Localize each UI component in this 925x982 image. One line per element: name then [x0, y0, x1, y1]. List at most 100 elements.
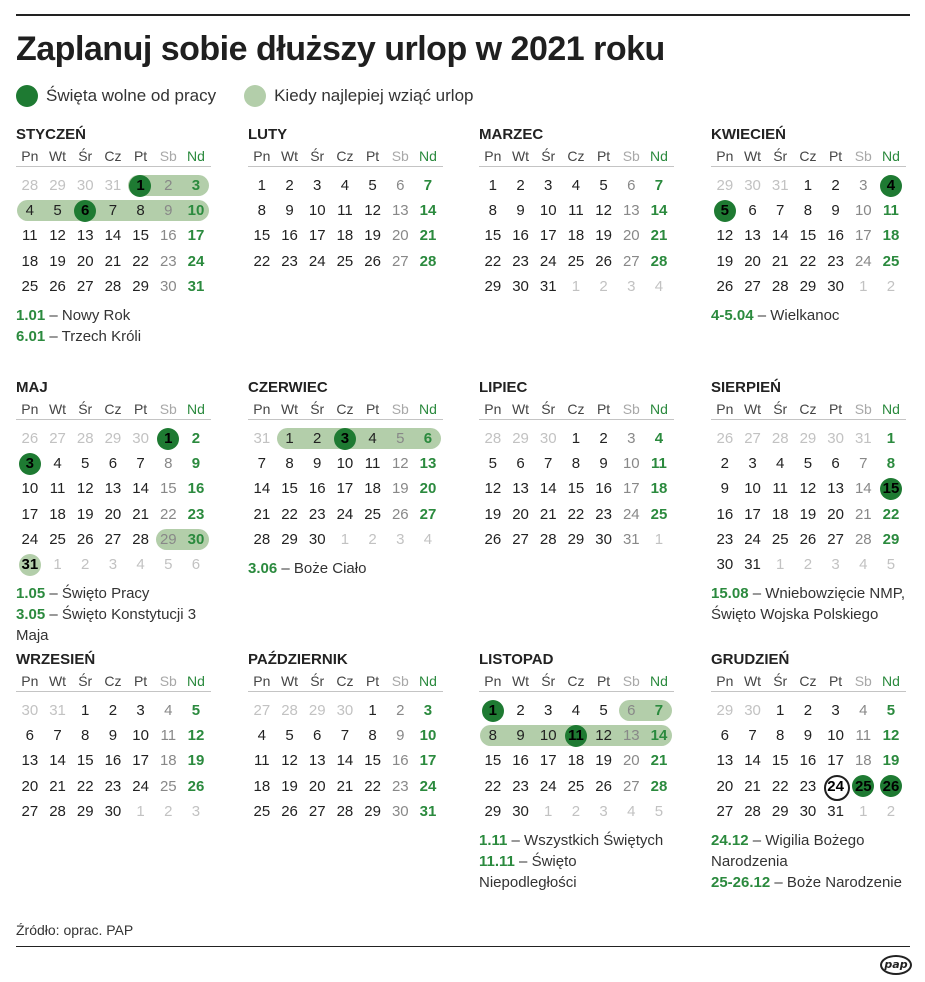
- weekday-label: Wt: [280, 148, 299, 164]
- weekday-label: Pn: [716, 148, 734, 164]
- day-cell: 28: [854, 530, 872, 548]
- day-cell: 4: [423, 530, 433, 548]
- weekday-label: Nd: [650, 673, 668, 689]
- day-cell: 18: [854, 752, 872, 770]
- day-cell: 4: [53, 455, 62, 473]
- day-cell: 10: [336, 455, 354, 473]
- day-cell: 9: [599, 455, 608, 473]
- day-cell: 16: [512, 227, 529, 245]
- day-cell: 31: [49, 702, 66, 720]
- day-cell: 25: [567, 777, 585, 795]
- pap-logo: pap: [880, 955, 912, 975]
- day-cell: 7: [859, 455, 868, 473]
- day-cell: 14: [771, 227, 789, 245]
- weekday-label: Nd: [187, 673, 205, 689]
- day-cell: 12: [76, 480, 94, 498]
- day-cell: 22: [484, 777, 502, 795]
- week-row: 27 28 29 30 31 1 2: [711, 799, 906, 824]
- day-cell: 11: [49, 480, 66, 498]
- day-cell: 30: [539, 430, 557, 448]
- weekday-label: Wt: [511, 401, 530, 417]
- day-cell: 22: [253, 252, 271, 270]
- day-cell: 12: [49, 227, 66, 245]
- days-grid: 1 2 3 4 5 6 7 8 9 10 11 12 13 14 15 16 17 18 19 20 21 22 23 24 2…: [248, 173, 443, 274]
- holiday-day: 11: [562, 723, 590, 748]
- weekday-label: Śr: [310, 148, 325, 164]
- week-row: 8 9 10 11 12 13 14: [479, 723, 674, 748]
- day-cell: 25: [882, 252, 900, 270]
- day-cell: 3: [831, 556, 840, 574]
- day-cell: 9: [164, 202, 173, 220]
- weekday-label: Sb: [159, 148, 177, 164]
- weekday-label: Cz: [104, 401, 122, 417]
- day-cell: 18: [49, 505, 66, 523]
- day-cell: 2: [368, 530, 377, 548]
- day-cell: 3: [313, 177, 322, 195]
- day-cell: 3: [423, 702, 433, 720]
- day-cell: 19: [364, 227, 381, 245]
- day-cell: 21: [854, 505, 872, 523]
- weekday-label: Pt: [828, 673, 843, 689]
- day-cell: 27: [622, 252, 640, 270]
- day-cell: 1: [776, 556, 785, 574]
- day-cell: 18: [253, 777, 271, 795]
- week-row: 30 31 1 2 3 4 5: [711, 552, 906, 577]
- day-cell: 29: [882, 530, 900, 548]
- week-row: 4 5 6 7 8 9 10: [16, 198, 211, 223]
- day-cell: 23: [391, 777, 409, 795]
- day-cell: 2: [81, 556, 90, 574]
- day-cell: 16: [104, 752, 122, 770]
- day-cell: 27: [512, 530, 529, 548]
- day-cell: 24: [539, 252, 557, 270]
- day-cell: 12: [484, 480, 502, 498]
- day-cell: 14: [104, 227, 122, 245]
- weekday-label: Cz: [567, 148, 585, 164]
- holiday-note: 3.06 – Boże Ciało: [248, 558, 443, 579]
- holiday-note-text: – Trzech Króli: [45, 327, 142, 345]
- day-cell: 8: [776, 727, 785, 745]
- day-cell: 3: [544, 177, 553, 195]
- week-row: 26 27 28 29 30 1 2: [711, 274, 906, 299]
- holiday-day: 26: [877, 774, 905, 799]
- week-row: 15 16 17 18 19 20 21: [479, 748, 674, 773]
- weekday-label: Wt: [280, 673, 299, 689]
- week-row: 19 20 21 22 23 24 25: [711, 249, 906, 274]
- day-cell: 12: [882, 727, 900, 745]
- day-cell: 9: [285, 202, 294, 220]
- weekday-label: Pn: [484, 148, 502, 164]
- week-row: 19 20 21 22 23 24 25: [479, 502, 674, 527]
- day-cell: 13: [391, 202, 409, 220]
- day-cell: 30: [799, 802, 817, 820]
- day-cell: 11: [364, 455, 381, 473]
- month-11: LISTOPAD Pn Wt Śr Cz Pt Sb Nd 1 2 3 4 5 6 7 8 9 10 11 12 13 1…: [479, 651, 674, 893]
- day-cell: 11: [337, 202, 353, 220]
- day-cell: 14: [854, 480, 872, 498]
- day-cell: 4: [654, 277, 664, 295]
- day-cell: 24: [187, 252, 205, 270]
- day-cell: 5: [191, 702, 201, 720]
- day-cell: 1: [776, 702, 785, 720]
- month-5: MAJ Pn Wt Śr Cz Pt Sb Nd 26 27 28 29 30 1 2 3 4 5 6 7 8 9 10 11…: [16, 379, 211, 646]
- holiday-note: 11.11 – Święto Niepodległości: [479, 851, 674, 893]
- holiday-note-date: 4-5.04: [711, 306, 754, 324]
- day-cell: 22: [132, 252, 149, 270]
- day-cell: 11: [855, 727, 872, 745]
- holiday-note: 6.01 – Trzech Króli: [16, 326, 211, 347]
- day-cell: 12: [799, 480, 817, 498]
- day-cell: 17: [854, 227, 872, 245]
- day-cell: 11: [160, 727, 177, 745]
- week-row: 15 16 17 18 19 20 21: [479, 223, 674, 248]
- day-cell: 17: [132, 752, 149, 770]
- day-cell: 24: [622, 505, 640, 523]
- holiday-dot-icon: [16, 85, 38, 107]
- vacation-dot-icon: [244, 85, 267, 107]
- day-cell: 29: [49, 177, 66, 195]
- holiday-note: 3.05 – Święto Konstytucji 3 Maja: [16, 604, 211, 646]
- day-cell: 17: [336, 480, 354, 498]
- day-cell: 19: [595, 752, 612, 770]
- day-cell: 16: [595, 480, 612, 498]
- day-cell: 9: [516, 727, 525, 745]
- holiday-day: 6: [71, 198, 99, 223]
- day-cell: 22: [771, 777, 789, 795]
